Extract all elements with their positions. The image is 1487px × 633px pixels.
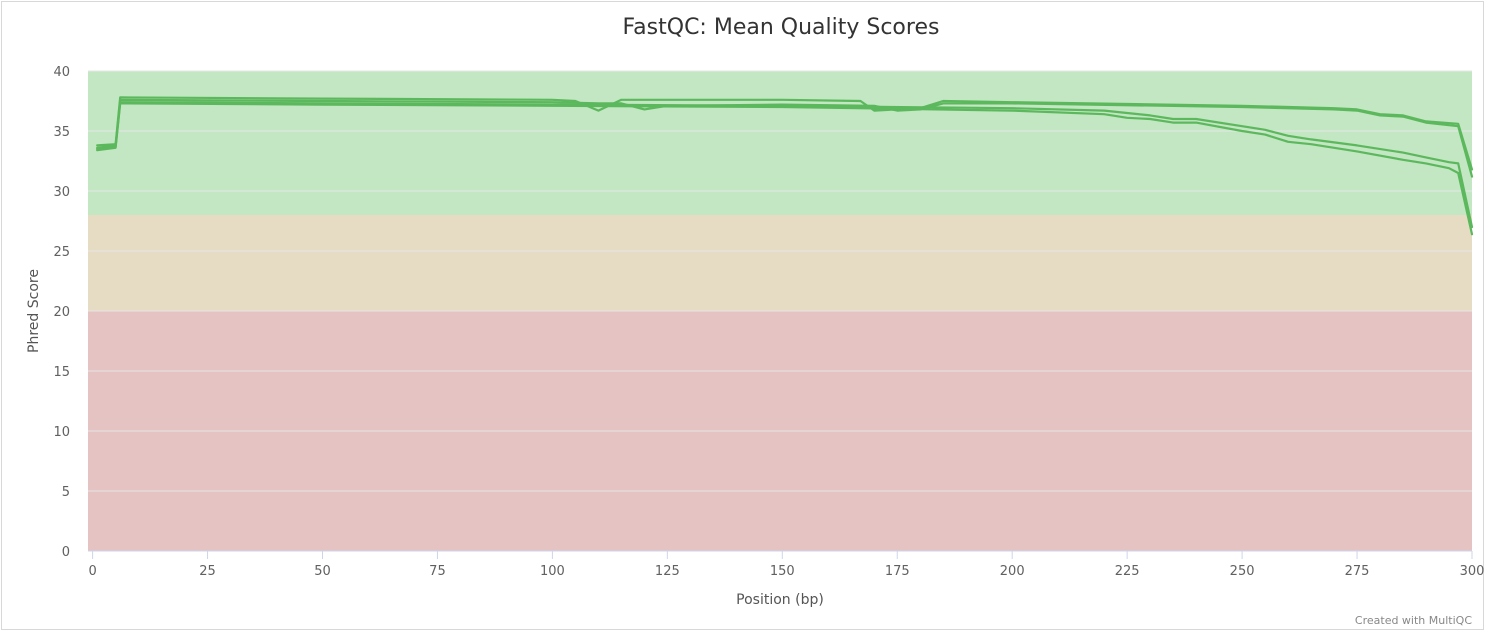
- quality-band-1: [88, 215, 1472, 311]
- y-tick-label-20: 20: [53, 305, 70, 320]
- y-axis-label: Phred Score: [26, 269, 42, 353]
- x-axis-ticks: 0 25 50 75 100 125 150 175 200 225 250 275 300: [88, 551, 1484, 579]
- y-tick-label-0: 0: [62, 545, 70, 560]
- x-tick-label-300: 300: [1460, 564, 1485, 579]
- x-tick-label-275: 275: [1345, 564, 1370, 579]
- credits-text[interactable]: Created with MultiQC: [1355, 614, 1472, 627]
- x-tick-label-250: 250: [1230, 564, 1255, 579]
- x-tick-label-50: 50: [314, 564, 331, 579]
- y-tick-label-10: 10: [53, 425, 70, 440]
- chart-title: FastQC: Mean Quality Scores: [623, 15, 940, 40]
- y-tick-label-5: 5: [62, 485, 70, 500]
- y-tick-label-30: 30: [53, 185, 70, 200]
- data-series: [96, 96, 1474, 236]
- x-tick-label-25: 25: [199, 564, 216, 579]
- quality-band-0: [88, 71, 1472, 215]
- x-tick-label-0: 0: [88, 564, 96, 579]
- x-tick-label-225: 225: [1115, 564, 1140, 579]
- series-line-2: [96, 98, 1474, 178]
- y-tick-label-35: 35: [53, 125, 70, 140]
- series-line-4: [96, 102, 1474, 236]
- series-line-3: [96, 101, 1474, 229]
- x-tick-label-100: 100: [540, 564, 565, 579]
- y-tick-label-25: 25: [53, 245, 70, 260]
- y-tick-label-40: 40: [53, 65, 70, 80]
- x-tick-label-125: 125: [655, 564, 680, 579]
- x-axis-label: Position (bp): [736, 592, 824, 608]
- y-tick-label-15: 15: [53, 365, 70, 380]
- x-tick-label-200: 200: [1000, 564, 1025, 579]
- x-tick-label-150: 150: [770, 564, 795, 579]
- y-axis-ticks: 0 5 10 15 20 25 30 35 40: [53, 65, 70, 560]
- x-tick-label-75: 75: [429, 564, 446, 579]
- x-tick-label-175: 175: [885, 564, 910, 579]
